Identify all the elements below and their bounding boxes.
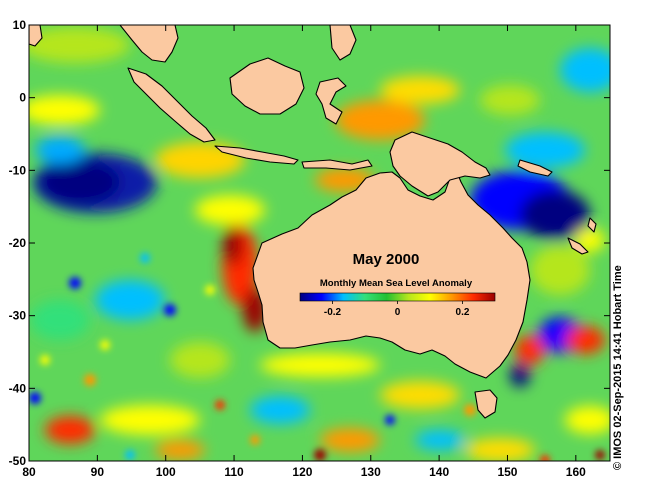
longitude-axis: 80 90 100 110 120 130 140 150 160 — [22, 25, 586, 479]
lon-tick-label: 110 — [224, 465, 244, 479]
anomaly-patches — [29, 27, 610, 461]
sri-lanka-landmass — [29, 25, 43, 47]
colorbar-tick-label: 0.2 — [456, 307, 470, 318]
colorbar — [299, 292, 496, 302]
java-landmass — [214, 145, 299, 165]
sulawesi-landmass — [315, 77, 347, 125]
philippines-landmass — [329, 25, 357, 61]
malay-peninsula-landmass — [119, 25, 179, 63]
lat-tick-label: -20 — [9, 236, 27, 250]
vanuatu-islands — [587, 217, 597, 233]
lat-tick-label: 10 — [13, 18, 27, 32]
tasmania-landmass — [474, 389, 498, 419]
lat-tick-label: -10 — [9, 163, 27, 177]
lon-tick-label: 100 — [156, 465, 176, 479]
land-masses — [29, 25, 597, 419]
lat-tick-label: 0 — [19, 91, 26, 105]
plot-area — [29, 25, 610, 461]
credit-text: © IMOS 02-Sep-2015 14:41 Hobart Time — [612, 265, 624, 470]
colorbar-tick-label: 0 — [395, 307, 401, 318]
lat-tick-label: -30 — [9, 309, 27, 323]
colorbar-tick-label: -0.2 — [324, 307, 342, 318]
lat-tick-label: -40 — [9, 381, 27, 395]
lon-tick-label: 90 — [91, 465, 105, 479]
lon-tick-label: 80 — [22, 465, 36, 479]
lesser-sunda-landmass — [301, 159, 373, 171]
sumatra-landmass — [127, 67, 216, 143]
lon-tick-label: 160 — [566, 465, 586, 479]
lon-tick-label: 130 — [361, 465, 381, 479]
colorbar-ticks: -0.2 0 0.2 — [324, 301, 470, 318]
new-guinea-landmass — [389, 131, 491, 197]
lon-tick-label: 120 — [292, 465, 312, 479]
map-title: May 2000 — [353, 251, 420, 268]
lat-tick-label: -50 — [9, 454, 27, 468]
latitude-axis: 10 0 -10 -20 -30 -40 -50 — [9, 18, 610, 468]
new-caledonia — [567, 237, 589, 255]
borneo-landmass — [229, 57, 305, 115]
anomaly-speckle — [29, 253, 605, 461]
colorbar-title: Monthly Mean Sea Level Anomaly — [320, 278, 473, 289]
lon-tick-label: 150 — [497, 465, 517, 479]
solomon-islands — [517, 159, 553, 177]
australia-landmass — [252, 169, 531, 379]
lon-tick-label: 140 — [429, 465, 449, 479]
